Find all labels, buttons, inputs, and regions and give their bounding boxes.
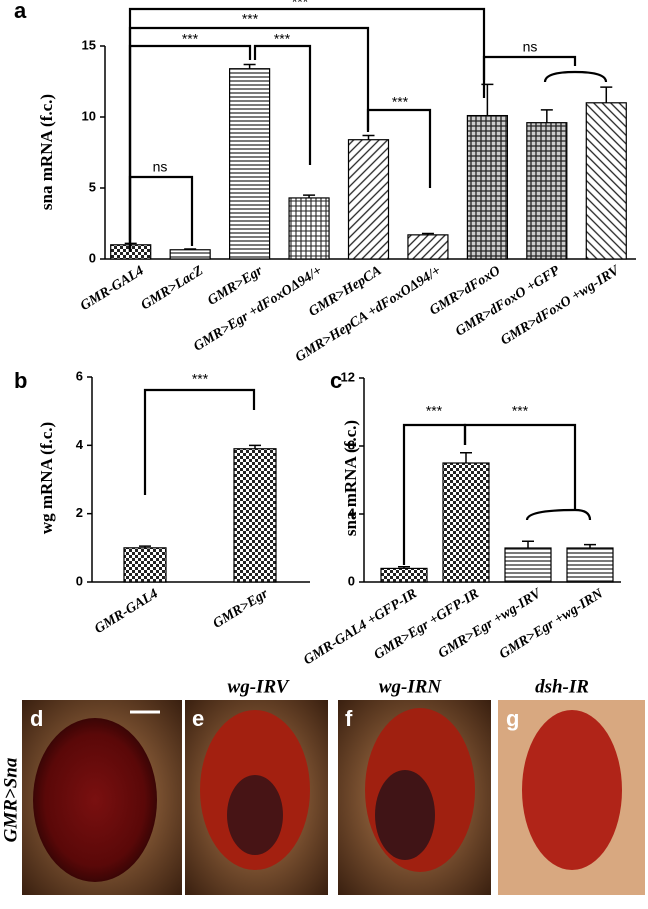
sig-label: ***: [192, 371, 209, 387]
y-axis-label: sna mRNA (f.c.): [37, 94, 56, 210]
error-bar: [421, 232, 434, 235]
bar: [169, 249, 211, 260]
x-tick-label: GMR>LacZ: [139, 263, 207, 313]
bar: [229, 68, 271, 260]
error-bar: [584, 543, 596, 548]
panel-letter: d: [30, 706, 43, 731]
sig-label: ***: [274, 31, 291, 47]
group-bracket: [543, 70, 608, 83]
panel-letter: f: [345, 706, 353, 731]
x-tick-label: GMR-GAL4: [78, 263, 147, 314]
x-tick-label: GMR>Egr +wg-IRV: [436, 586, 545, 662]
y-tick-label: 15: [82, 37, 96, 52]
sig-bracket: [253, 44, 312, 165]
bar: [123, 547, 167, 583]
panel-letter: a: [14, 0, 27, 23]
y-axis-label: sna mRNA (f.c.): [341, 420, 360, 536]
sig-label: ***: [292, 0, 309, 10]
y-tick-label: 8: [348, 437, 355, 452]
eye: [522, 710, 622, 870]
sig-label: ns: [523, 39, 538, 55]
bar: [233, 448, 277, 583]
error-bar: [184, 248, 197, 250]
error-bar: [362, 134, 375, 140]
bar: [347, 139, 390, 260]
bar: [380, 567, 428, 583]
error-bar: [522, 540, 534, 548]
x-tick-label: GMR>Egr +GFP-IR: [372, 586, 482, 663]
x-tick-label: GMR>Egr: [211, 586, 272, 632]
photo-title: wg-IRV: [228, 676, 290, 697]
sig-bracket: [128, 175, 194, 246]
error-bar: [540, 109, 553, 123]
sig-label: ***: [512, 403, 529, 419]
y-tick-label: 0: [89, 250, 96, 265]
sig-bracket: [366, 108, 432, 188]
y-tick-label: 2: [76, 505, 83, 520]
sig-bracket: [128, 44, 252, 252]
y-tick-label: 0: [76, 573, 83, 588]
error-bar: [139, 545, 151, 548]
error-bar: [600, 86, 613, 103]
bar: [466, 114, 508, 260]
y-tick-label: 12: [341, 369, 355, 384]
panel-letter: g: [506, 706, 519, 731]
side-label: GMR>Sna: [0, 757, 21, 842]
bar: [585, 102, 627, 260]
chart-panel: b wg mRNA (f.c.) 0 2 4 6 GMR-GAL4 GMR>Egr ***: [14, 368, 310, 637]
eye-spot: [375, 770, 435, 860]
y-tick-label: 5: [89, 179, 96, 194]
sig-label: ***: [242, 11, 259, 27]
bar: [288, 197, 330, 260]
group-bracket: [525, 508, 592, 521]
error-bar: [249, 444, 261, 449]
panel-letter: b: [14, 368, 27, 393]
y-axis-label: wg mRNA (f.c.): [37, 422, 56, 534]
bar: [504, 547, 552, 583]
error-bar: [460, 452, 472, 463]
sig-label: ***: [426, 403, 443, 419]
sig-label: ***: [392, 94, 409, 110]
sig-bracket: [482, 55, 577, 80]
photo-title: wg-IRN: [379, 676, 443, 697]
y-tick-label: 4: [348, 505, 356, 520]
bar: [566, 547, 614, 583]
eye-spot: [227, 775, 283, 855]
bar: [442, 462, 490, 583]
sig-label: ns: [153, 159, 168, 175]
panel-letter: c: [330, 368, 342, 393]
photo-row: [22, 700, 645, 895]
sig-bracket: [463, 423, 577, 510]
bar: [526, 122, 568, 260]
y-tick-label: 10: [82, 108, 96, 123]
photo-title: dsh-IR: [535, 676, 589, 697]
y-tick-label: 4: [76, 437, 84, 452]
y-tick-label: 6: [76, 368, 83, 383]
error-bar: [398, 565, 410, 569]
panel-letter: e: [192, 706, 204, 731]
x-tick-label: GMR>dFoxO +GFP: [453, 263, 563, 339]
x-tick-label: GMR-GAL4 +GFP-IR: [301, 586, 420, 668]
error-bar: [243, 63, 256, 69]
y-tick-label: 0: [348, 573, 355, 588]
x-tick-label: GMR-GAL4: [92, 586, 161, 637]
eye: [33, 718, 157, 882]
sig-bracket: [143, 388, 256, 495]
sig-label: ***: [182, 31, 199, 47]
x-tick-label: GMR>Egr +wg-IRN: [497, 586, 607, 662]
bar: [407, 234, 449, 260]
error-bar: [303, 194, 316, 198]
